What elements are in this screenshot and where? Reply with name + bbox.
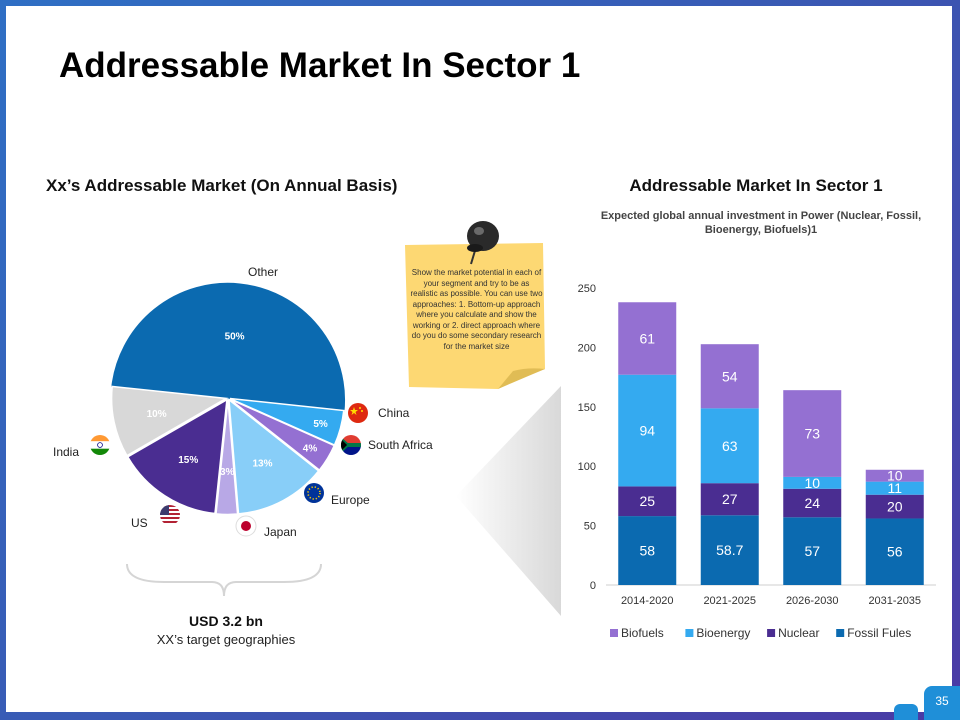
bar-fossil-fules-2021-2025 <box>700 515 759 585</box>
bar-biofuels-2021-2025 <box>700 344 759 409</box>
bar-fossil-fules-2026-2030 <box>783 517 842 585</box>
slide-title: Addressable Market In Sector 1 <box>59 46 581 85</box>
eu-flag-icon <box>304 483 324 503</box>
bar-value-label: 63 <box>722 438 738 454</box>
y-tick-label: 50 <box>584 521 596 533</box>
pie-label-india: 10% <box>147 409 167 420</box>
page-number: 35 <box>924 686 960 720</box>
bar-value-label: 58 <box>639 543 655 559</box>
bar-value-label: 27 <box>722 491 738 507</box>
pie-slice-japan <box>215 399 239 516</box>
pie-label-china: 5% <box>313 419 328 430</box>
geo-label-europe: Europe <box>331 493 370 507</box>
bar-bioenergy-2031-2035 <box>865 481 924 495</box>
x-tick-label: 2014-2020 <box>621 595 674 607</box>
bar-bioenergy-2014-2020 <box>618 374 677 487</box>
bar-value-label: 57 <box>804 543 820 559</box>
bar-biofuels-2031-2035 <box>865 469 924 482</box>
legend-label-biofuels: Biofuels <box>621 626 664 640</box>
market-label: XX’s target geographies <box>156 632 296 647</box>
page-tab-decoration <box>894 704 918 720</box>
sticky-note-text: Show the market potential in each of you… <box>410 268 543 351</box>
market-value: USD 3.2 bn <box>189 613 263 629</box>
pushpin-icon <box>467 221 499 265</box>
pie-slice-south-africa <box>229 398 336 472</box>
bar-nuclear-2014-2020 <box>618 486 677 517</box>
pie-chart: 50% 5% 4% 13% 3% 15% 10% <box>109 281 347 516</box>
geo-label-other: Other <box>248 265 279 279</box>
pie-slice-other <box>109 281 347 414</box>
bar-biofuels-2026-2030 <box>783 390 842 477</box>
x-tick-label: 2031-2035 <box>868 595 921 607</box>
legend-label-fossil-fules: Fossil Fules <box>847 626 911 640</box>
bar-nuclear-2021-2025 <box>700 483 759 516</box>
y-tick-label: 0 <box>590 580 596 592</box>
x-tick-label: 2026-2030 <box>786 595 839 607</box>
sticky-note-paper <box>405 243 545 389</box>
bar-value-label: 56 <box>887 544 903 560</box>
bar-fossil-fules-2014-2020 <box>618 516 677 585</box>
pie-label-europe: 13% <box>252 458 272 469</box>
bar-biofuels-2014-2020 <box>618 302 677 375</box>
pie-slice-india <box>110 385 229 457</box>
bar-value-label: 20 <box>887 499 903 515</box>
bar-value-label: 10 <box>887 468 903 484</box>
pie-label-us: 15% <box>178 455 198 466</box>
bar-chart-heading: Addressable Market In Sector 1 <box>629 176 883 195</box>
legend-swatch-fossil-fules <box>836 629 845 637</box>
legend-swatch-biofuels <box>610 629 618 637</box>
bar-bioenergy-2026-2030 <box>783 476 842 489</box>
y-tick-label: 150 <box>578 402 596 414</box>
geo-label-china: China <box>378 406 410 420</box>
y-tick-label: 100 <box>578 461 596 473</box>
pie-chart-heading: Xx’s Addressable Market (On Annual Basis… <box>46 176 398 195</box>
geo-label-south-africa: South Africa <box>368 438 433 452</box>
bar-value-label: 10 <box>804 475 820 491</box>
bar-value-label: 61 <box>639 330 655 346</box>
geo-label-us: US <box>131 516 148 530</box>
bar-value-label: 54 <box>722 368 738 384</box>
pie-slice-europe <box>228 398 320 515</box>
legend-swatch-bioenergy <box>685 629 694 637</box>
geo-label-india: India <box>53 445 80 459</box>
india-flag-icon <box>90 435 110 455</box>
bar-nuclear-2031-2035 <box>865 494 924 519</box>
pie-label-japan: 3% <box>220 467 235 478</box>
japan-flag-icon <box>235 515 257 537</box>
bar-value-label: 25 <box>639 493 655 509</box>
us-flag-icon <box>160 505 180 525</box>
geo-label-japan: Japan <box>264 525 297 539</box>
sticky-note <box>405 243 545 389</box>
bar-bioenergy-2021-2025 <box>700 408 759 484</box>
bar-chart-subtitle: Expected global annual investment in Pow… <box>600 210 922 236</box>
legend-swatch-nuclear <box>767 629 776 637</box>
brace-divider <box>126 563 322 597</box>
south-africa-flag-icon <box>341 435 361 455</box>
legend-label-nuclear: Nuclear <box>778 626 819 640</box>
y-tick-label: 250 <box>578 283 596 295</box>
bar-value-label: 73 <box>804 426 820 442</box>
legend-label-bioenergy: Bioenergy <box>696 626 750 640</box>
stacked-bar-chart: 0 50 100 150 200 250 58 25 94 61 2014-2020 58.7 27 63… <box>578 283 936 640</box>
bar-value-label: 11 <box>887 480 902 496</box>
connector-shadow <box>456 386 561 616</box>
bar-value-label: 58.7 <box>716 542 743 558</box>
pie-label-south-africa: 4% <box>303 444 318 455</box>
bar-value-label: 94 <box>639 423 655 439</box>
bar-fossil-fules-2031-2035 <box>865 518 924 585</box>
china-flag-icon <box>348 403 368 423</box>
bar-value-label: 24 <box>804 495 820 511</box>
slide: Addressable Market In Sector 1 Xx’s Addr… <box>6 6 960 720</box>
bar-nuclear-2026-2030 <box>783 488 842 518</box>
x-tick-label: 2021-2025 <box>703 595 756 607</box>
pie-slice-us <box>126 398 228 515</box>
y-tick-label: 200 <box>578 342 596 354</box>
pie-label-other: 50% <box>225 331 245 342</box>
